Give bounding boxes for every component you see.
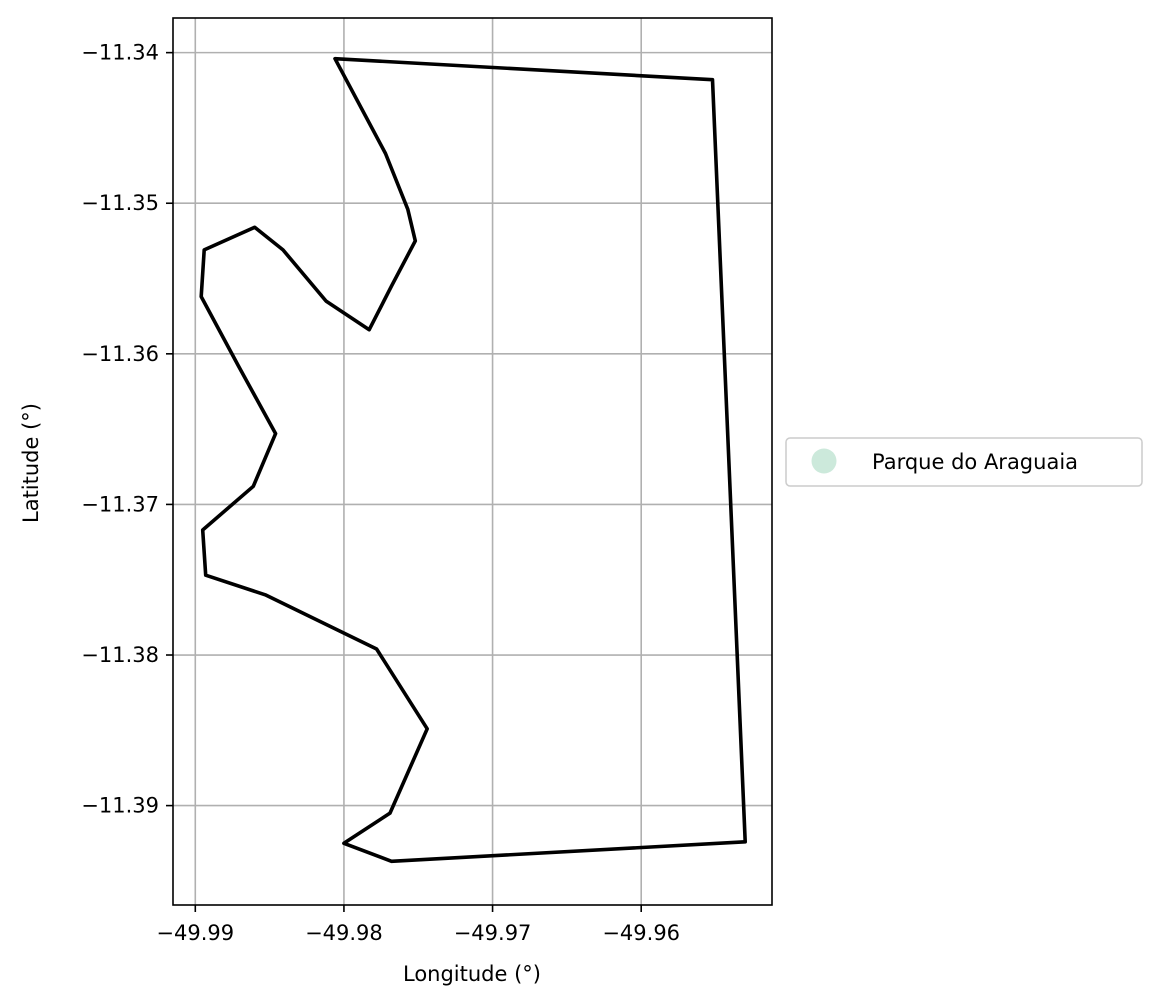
legend: Parque do Araguaia xyxy=(785,437,1143,487)
y-tick-label: −11.37 xyxy=(81,492,159,516)
y-tick-label: −11.34 xyxy=(81,41,159,65)
y-axis-title: Latitude (°) xyxy=(19,403,43,523)
gridlines xyxy=(173,18,772,905)
y-tick-label: −11.38 xyxy=(81,643,159,667)
y-tick-label: −11.39 xyxy=(81,794,159,818)
boundary-layer xyxy=(199,56,747,864)
x-tick-label: −49.96 xyxy=(602,921,680,945)
park-boundary-line xyxy=(199,56,747,864)
legend-box xyxy=(785,437,1143,487)
legend-marker-parque-do-araguaia xyxy=(811,448,837,474)
y-tick-label: −11.36 xyxy=(81,342,159,366)
x-axis-title: Longitude (°) xyxy=(403,962,541,986)
axis-ticks: −49.99 −49.98 −49.97 −49.96 −11.34 −11.35 −11.… xyxy=(81,41,680,945)
x-tick-label: −49.98 xyxy=(305,921,383,945)
x-tick-label: −49.99 xyxy=(156,921,234,945)
plot-frame xyxy=(172,17,773,906)
y-tick-label: −11.35 xyxy=(81,191,159,215)
x-tick-label: −49.97 xyxy=(454,921,532,945)
legend-label-parque-do-araguaia: Parque do Araguaia xyxy=(872,450,1078,474)
